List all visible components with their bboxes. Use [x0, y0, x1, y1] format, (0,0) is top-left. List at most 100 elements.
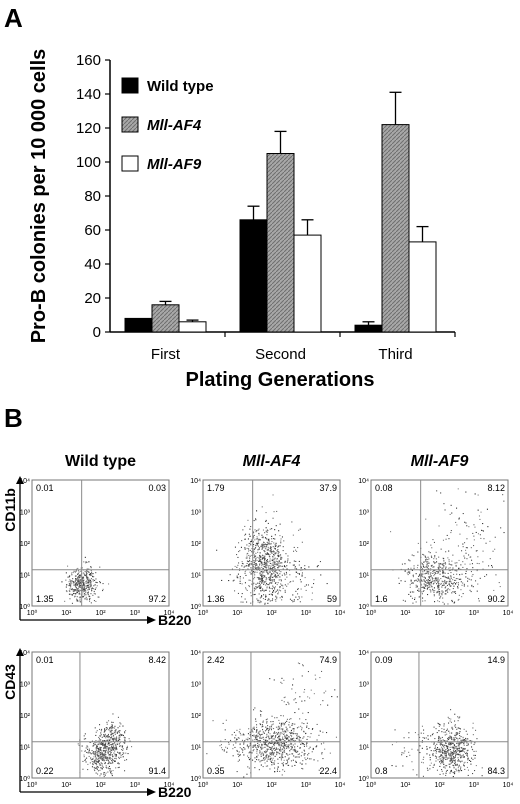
event-dot	[441, 728, 443, 730]
event-dot	[270, 576, 272, 578]
event-dot	[256, 738, 258, 740]
event-dot	[442, 756, 444, 758]
event-dot	[281, 744, 283, 746]
event-dot	[480, 537, 482, 539]
event-dot	[264, 762, 266, 764]
event-dot	[291, 738, 293, 740]
event-dot	[450, 762, 452, 764]
event-dot	[456, 524, 458, 526]
event-dot	[447, 588, 449, 590]
event-dot	[118, 732, 120, 734]
event-dot	[271, 727, 273, 729]
event-dot	[453, 750, 455, 752]
event-dot	[257, 735, 259, 737]
event-dot	[269, 553, 271, 555]
event-dot	[257, 586, 259, 588]
bar	[354, 324, 383, 333]
event-dot	[95, 759, 97, 761]
event-dot	[252, 735, 254, 737]
event-dot	[272, 579, 274, 581]
event-dot	[273, 560, 275, 562]
event-dot	[266, 561, 268, 563]
event-dot	[439, 724, 441, 726]
event-dot	[104, 735, 106, 737]
event-dot	[430, 555, 432, 557]
event-dot	[272, 598, 274, 600]
event-dot	[452, 752, 454, 754]
event-dot	[251, 570, 253, 572]
event-dot	[456, 570, 458, 572]
event-dot	[223, 749, 225, 751]
event-dot	[119, 742, 121, 744]
event-dot	[110, 751, 112, 753]
event-dot	[293, 739, 295, 741]
event-dot	[466, 752, 468, 754]
event-dot	[457, 742, 459, 744]
event-dot	[75, 586, 77, 588]
event-dot	[116, 732, 118, 734]
event-dot	[288, 739, 290, 741]
event-dot	[275, 739, 277, 741]
event-dot	[450, 737, 452, 739]
event-dot	[427, 559, 429, 561]
event-dot	[244, 740, 246, 742]
event-dot	[272, 564, 274, 566]
event-dot	[276, 752, 278, 754]
event-dot	[454, 713, 456, 715]
event-dot	[80, 581, 82, 583]
event-dot	[436, 570, 438, 572]
event-dot	[259, 750, 261, 752]
event-dot	[268, 587, 270, 589]
event-dot	[450, 741, 452, 743]
event-dot	[278, 554, 280, 556]
event-dot	[271, 528, 273, 530]
event-dot	[424, 573, 426, 575]
event-dot	[277, 552, 279, 554]
event-dot	[464, 542, 466, 544]
event-dot	[298, 564, 300, 566]
event-dot	[260, 734, 262, 736]
event-dot	[441, 567, 443, 569]
event-dot	[265, 752, 267, 754]
event-dot	[415, 573, 417, 575]
event-dot	[236, 554, 238, 556]
event-dot	[304, 750, 306, 752]
event-dot	[430, 575, 432, 577]
event-dot	[250, 544, 252, 546]
event-dot	[93, 762, 95, 764]
event-dot	[252, 749, 254, 751]
event-dot	[445, 753, 447, 755]
event-dot	[257, 551, 259, 553]
event-dot	[453, 573, 455, 575]
event-dot	[403, 747, 405, 749]
event-dot	[109, 754, 111, 756]
event-dot	[438, 580, 440, 582]
y-tick-label: 10¹	[191, 745, 202, 752]
event-dot	[473, 535, 475, 537]
event-dot	[463, 728, 465, 730]
event-dot	[282, 550, 284, 552]
event-dot	[421, 584, 423, 586]
event-dot	[418, 580, 420, 582]
event-dot	[246, 745, 248, 747]
event-dot	[124, 737, 126, 739]
event-dot	[267, 549, 269, 551]
event-dot	[94, 588, 96, 590]
event-dot	[292, 580, 294, 582]
event-dot	[119, 730, 121, 732]
event-dot	[423, 586, 425, 588]
event-dot	[286, 734, 288, 736]
event-dot	[269, 768, 271, 770]
event-dot	[454, 747, 456, 749]
x-tick-label: 10³	[130, 782, 141, 789]
event-dot	[232, 580, 234, 582]
quadrant-value-lower-left: 1.35	[36, 594, 54, 604]
event-dot	[106, 721, 108, 723]
event-dot	[456, 507, 458, 509]
event-dot	[241, 596, 243, 598]
event-dot	[78, 591, 80, 593]
event-dot	[422, 573, 424, 575]
event-dot	[236, 738, 238, 740]
event-dot	[278, 530, 280, 532]
quadrant-value-lower-right: 91.4	[148, 766, 166, 776]
